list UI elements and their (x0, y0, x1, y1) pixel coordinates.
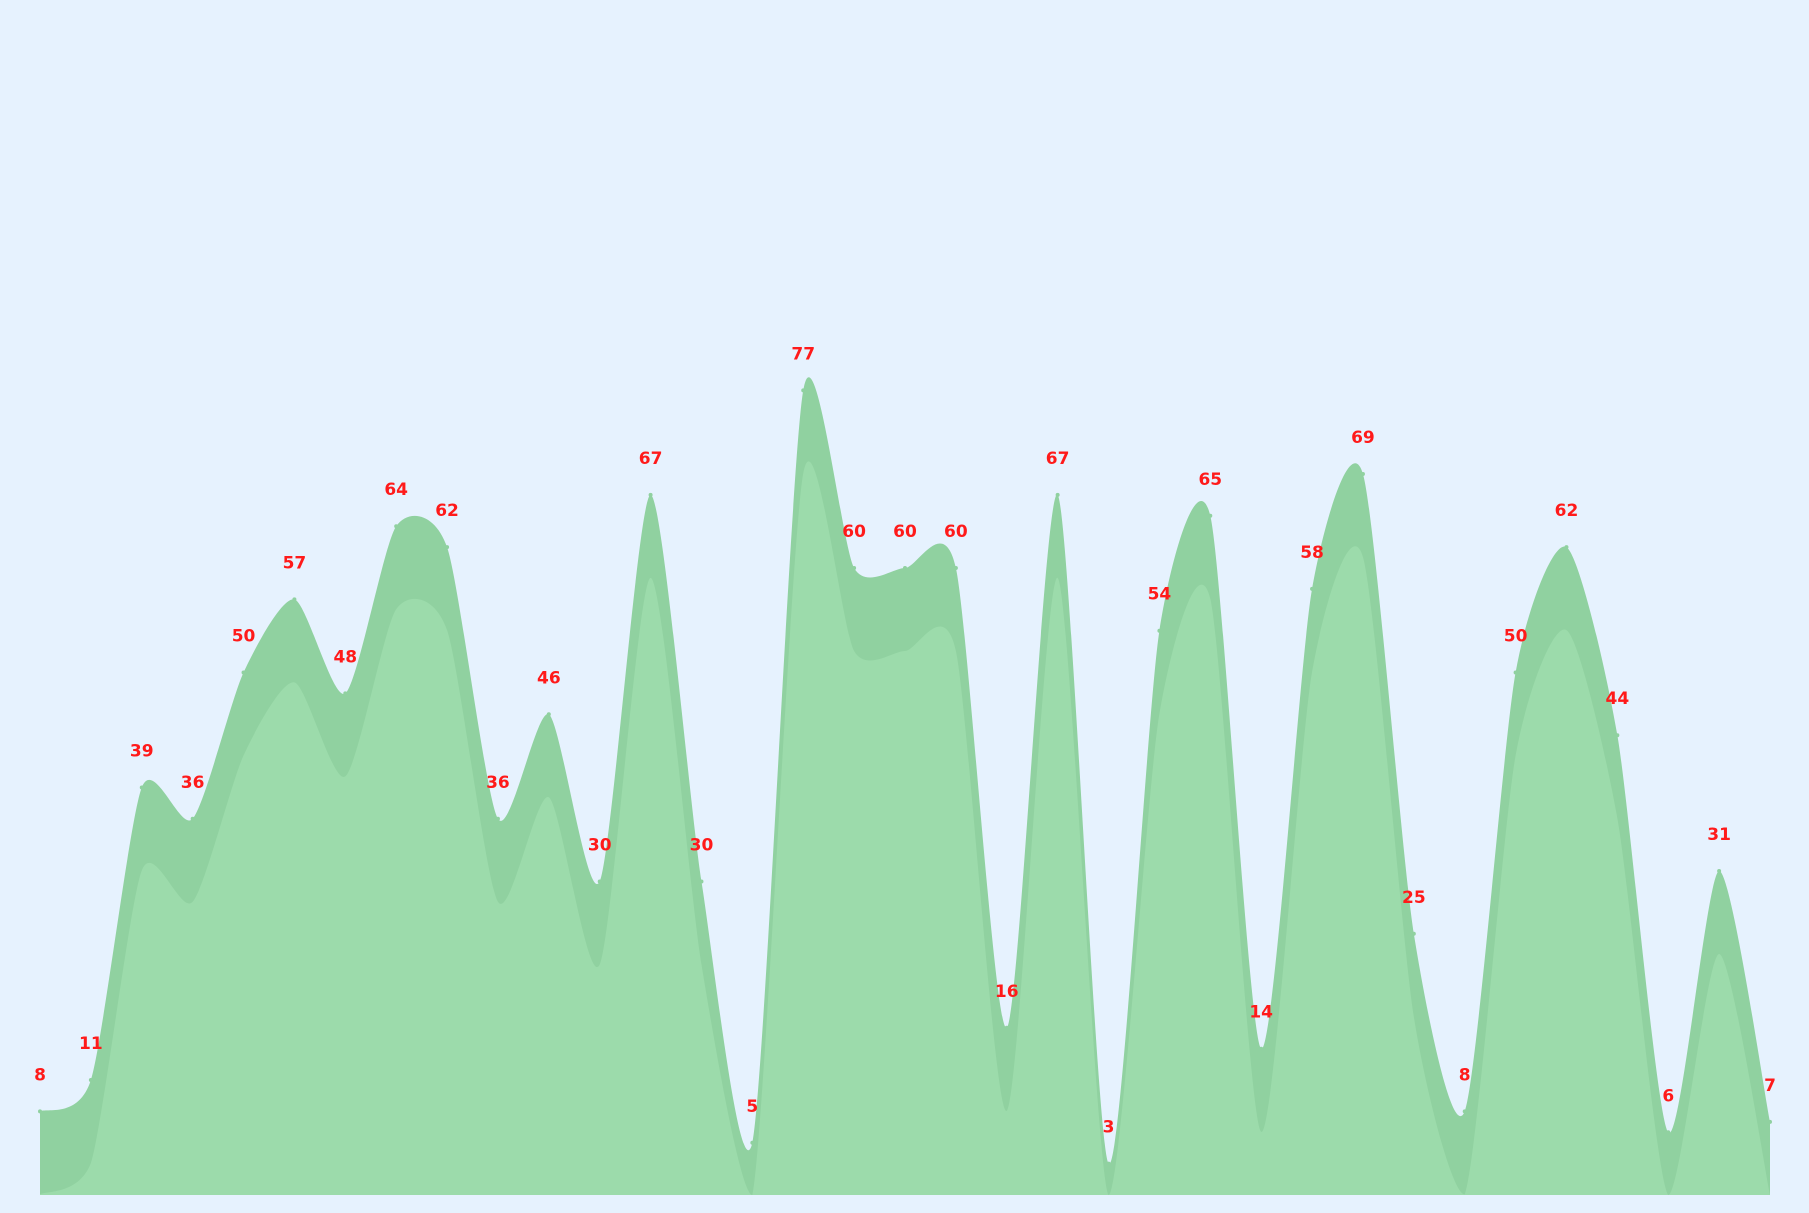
data-point (1768, 1119, 1772, 1124)
data-point (1717, 869, 1722, 874)
data-label: 57 (283, 553, 307, 573)
data-label: 48 (333, 647, 357, 667)
data-point (1666, 1130, 1671, 1135)
data-label: 8 (1459, 1065, 1471, 1085)
data-point (38, 1109, 42, 1114)
data-label: 16 (995, 982, 1019, 1002)
data-label: 5 (746, 1097, 758, 1117)
data-point (241, 670, 246, 675)
data-label: 44 (1606, 689, 1630, 709)
data-point (1310, 586, 1315, 591)
data-label: 50 (1504, 627, 1528, 647)
data-label: 50 (232, 627, 256, 647)
data-point (597, 879, 602, 884)
data-point (394, 524, 399, 529)
data-label: 58 (1300, 543, 1324, 563)
data-label: 36 (486, 773, 510, 793)
data-point (343, 691, 348, 696)
series-areas (40, 377, 1770, 1195)
data-point (1360, 471, 1365, 476)
data-label: 30 (588, 836, 612, 856)
data-point (88, 1078, 93, 1083)
data-point (801, 388, 806, 393)
data-point (1259, 1046, 1264, 1051)
data-label: 60 (893, 522, 917, 542)
data-label: 67 (639, 449, 663, 469)
data-label: 8 (34, 1065, 46, 1085)
data-point (495, 816, 500, 821)
data-label: 14 (1249, 1003, 1273, 1023)
data-label: 11 (79, 1034, 103, 1054)
data-point (1106, 1161, 1111, 1166)
data-label: 3 (1103, 1118, 1115, 1138)
data-point (953, 566, 958, 570)
area-lower-band (40, 461, 1770, 1195)
data-point (903, 566, 907, 570)
data-point (1411, 931, 1416, 936)
data-point (292, 597, 297, 602)
data-label: 77 (791, 344, 815, 364)
data-label: 64 (384, 480, 408, 500)
data-label: 46 (537, 668, 561, 688)
data-point (852, 566, 857, 570)
data-point (1513, 670, 1518, 675)
data-point (1615, 733, 1620, 738)
data-label: 54 (1148, 585, 1172, 605)
data-point (648, 492, 653, 497)
data-label: 31 (1707, 825, 1731, 845)
data-label: 39 (130, 741, 154, 761)
data-point (546, 712, 551, 717)
data-label: 30 (690, 836, 714, 856)
data-point (1564, 545, 1569, 550)
data-label: 62 (435, 501, 459, 521)
data-point (750, 1140, 755, 1145)
data-point (699, 879, 704, 884)
data-label: 7 (1764, 1076, 1776, 1096)
data-point (1004, 1025, 1009, 1030)
data-label: 36 (181, 773, 205, 793)
data-label: 67 (1046, 449, 1070, 469)
data-label: 60 (842, 522, 866, 542)
data-point (1208, 513, 1213, 518)
data-point (139, 785, 144, 790)
data-label: 6 (1662, 1086, 1674, 1106)
data-point (1055, 492, 1060, 497)
data-point (445, 545, 450, 550)
data-label: 65 (1198, 470, 1222, 490)
data-label: 60 (944, 522, 968, 542)
data-point (1157, 628, 1162, 633)
data-label: 25 (1402, 888, 1426, 908)
data-label: 69 (1351, 428, 1375, 448)
data-point (190, 816, 195, 821)
data-point (1462, 1109, 1467, 1114)
data-label: 62 (1555, 501, 1579, 521)
